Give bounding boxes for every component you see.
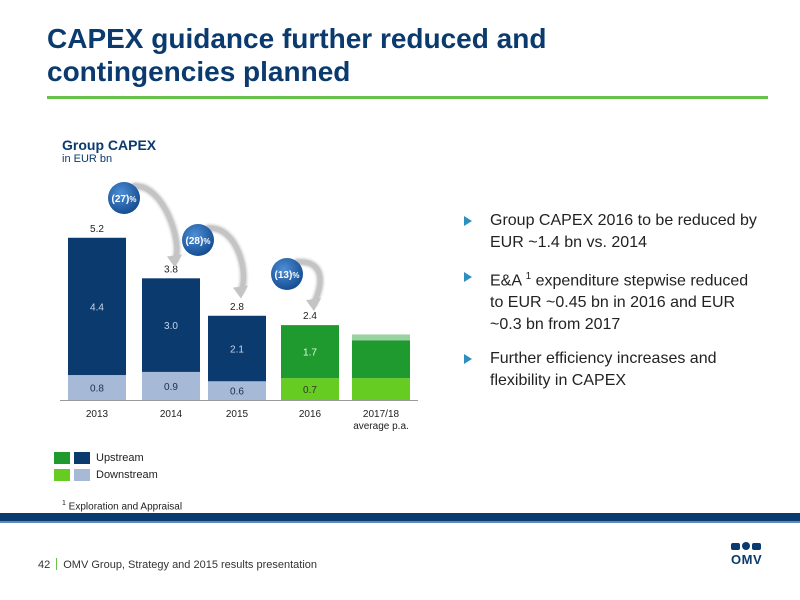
legend-label-upstream: Upstream <box>96 451 144 464</box>
footer-text: OMV Group, Strategy and 2015 results pre… <box>63 559 318 571</box>
data-label-total: 2.4 <box>303 311 317 322</box>
change-bubble <box>182 224 214 256</box>
data-label-downstream: 0.9 <box>164 382 178 393</box>
bar-upstream <box>281 325 339 379</box>
change-label: (27)% <box>112 194 137 205</box>
bullet-item: Further efficiency increases and flexibi… <box>464 348 764 392</box>
change-arrow-head <box>233 285 248 299</box>
footer-band <box>0 513 800 521</box>
bar-projection-fade <box>352 332 410 341</box>
change-label: (13)% <box>275 270 300 281</box>
bullet-item: E&A 1 expenditure stepwise reduced to EU… <box>464 266 764 336</box>
title-underline <box>47 96 768 99</box>
bullet-text-pre: E&A <box>490 272 526 290</box>
footer-band-accent <box>0 521 800 523</box>
omv-logo: OMV <box>731 542 769 572</box>
slide-title-line-2: contingencies planned <box>47 56 351 87</box>
slide-title-line-1: CAPEX guidance further reduced and <box>47 23 547 54</box>
footnote: 1 Exploration and Appraisal <box>62 500 182 512</box>
bar-downstream <box>142 371 200 400</box>
page-number: 42 <box>38 559 51 571</box>
legend-label-downstream: Downstream <box>96 468 158 481</box>
data-label-downstream: 0.6 <box>230 387 244 398</box>
chart-subtitle: in EUR bn <box>62 153 113 165</box>
bullet-list: Group CAPEX 2016 to be reduced by EUR ~1… <box>464 210 764 404</box>
category-label: 2013 <box>86 409 109 420</box>
legend-upstream: Upstream <box>54 449 158 466</box>
change-arrow <box>294 259 323 306</box>
legend-downstream: Downstream <box>54 466 158 483</box>
change-arrow-head <box>306 298 321 312</box>
category-label: 2017/18 <box>363 409 400 420</box>
bullet-footnote-marker: 1 <box>525 271 532 282</box>
data-label-total: 2.8 <box>230 302 244 313</box>
bullet-text: Group CAPEX 2016 to be reduced by EUR ~1… <box>490 212 757 251</box>
legend-swatch-upstream-blue <box>74 451 90 464</box>
legend-swatch-downstream-blue <box>74 468 90 481</box>
bar-upstream <box>208 315 266 382</box>
category-label: 2014 <box>160 409 183 420</box>
data-label-downstream: 0.7 <box>303 385 317 396</box>
change-arrow <box>131 183 180 262</box>
omv-logo-text: OMV <box>731 552 763 567</box>
bullet-text: Further efficiency increases and flexibi… <box>490 350 717 390</box>
footnote-text: Exploration and Appraisal <box>65 501 183 513</box>
bullet-item: Group CAPEX 2016 to be reduced by EUR ~1… <box>464 210 764 254</box>
change-label: (28)% <box>186 236 211 247</box>
legend-swatch-upstream-green <box>54 451 70 464</box>
change-arrow <box>205 225 247 294</box>
omv-logo-mark-icon <box>731 542 769 550</box>
data-label-total: 3.8 <box>164 264 178 275</box>
data-label-total: 5.2 <box>90 224 104 235</box>
legend-swatch-downstream-green <box>54 468 70 481</box>
bar-downstream <box>68 375 126 400</box>
data-label-upstream: 1.7 <box>303 348 317 359</box>
data-label-upstream: 2.1 <box>230 345 244 356</box>
category-label: 2015 <box>226 409 249 420</box>
chart-legend: Upstream Downstream <box>54 449 158 483</box>
footer: 42 OMV Group, Strategy and 2015 results p… <box>38 558 317 571</box>
change-bubble <box>271 258 303 290</box>
bullet-triangle-icon <box>464 354 472 365</box>
bar-downstream <box>352 378 410 400</box>
bar-downstream <box>281 378 339 400</box>
bar-downstream <box>208 381 266 400</box>
change-bubble <box>108 182 140 214</box>
bullet-triangle-icon <box>464 216 472 226</box>
category-label: average p.a. <box>353 421 409 432</box>
bar-upstream <box>352 334 410 379</box>
chart-title: Group CAPEX <box>62 137 157 153</box>
bar-upstream <box>68 237 126 376</box>
data-label-upstream: 3.0 <box>164 321 178 332</box>
data-label-downstream: 0.8 <box>90 384 104 395</box>
bar-upstream <box>142 278 200 372</box>
category-label: 2016 <box>299 409 322 420</box>
change-arrow-head <box>167 254 182 268</box>
bullet-text-post: expenditure stepwise reduced to EUR ~0.4… <box>490 272 749 334</box>
footer-separator <box>56 558 58 570</box>
bullet-triangle-icon <box>464 272 472 282</box>
data-label-upstream: 4.4 <box>90 302 104 313</box>
footnote-marker: 1 <box>62 500 66 507</box>
slide-title: CAPEX guidance further reduced and conti… <box>47 22 767 88</box>
